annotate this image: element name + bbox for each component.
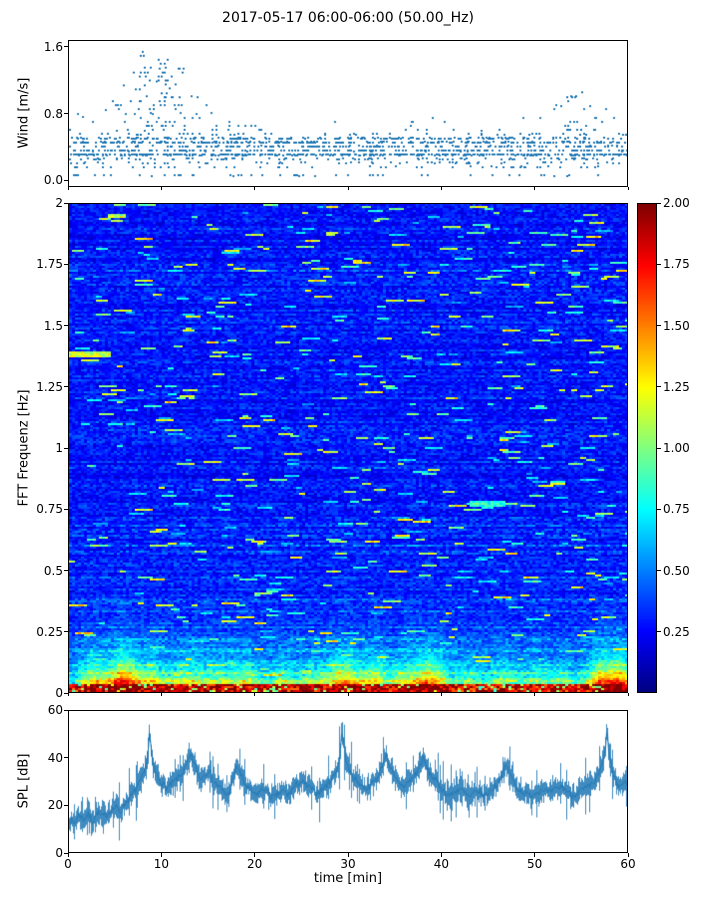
colorbar-tick-label: 1.50 [663, 318, 690, 333]
colorbar-tick-mark [657, 386, 661, 388]
colorbar-tick-label: 1.75 [663, 257, 690, 272]
x-tick-mark [160, 853, 162, 857]
spectrogram-plot [68, 203, 628, 693]
x-tick-mark [440, 693, 442, 696]
wind-ytick-label: 0.8 [43, 106, 63, 121]
colorbar-tick-mark [657, 631, 661, 633]
x-tick-mark [67, 853, 69, 857]
spl-ytick-label: 0 [55, 846, 63, 860]
spl-line-plot [68, 710, 628, 853]
fft-ytick-label: 2 [55, 196, 63, 210]
spectrogram-canvas [69, 204, 627, 692]
spl-ytick-label: 60 [47, 703, 63, 717]
x-tick-mark [627, 693, 629, 696]
spl-ytick-mark [64, 852, 68, 854]
spl-ytick-mark [64, 804, 68, 806]
colorbar-tick-mark [657, 447, 661, 449]
colorbar-tick-label: 0.25 [663, 624, 690, 639]
x-tick-mark [347, 187, 349, 190]
colorbar-tick-mark [657, 508, 661, 510]
x-tick-mark [67, 187, 69, 190]
colorbar-tick-mark [657, 325, 661, 326]
fft-ytick-mark [64, 692, 68, 694]
x-tick-label: 30 [340, 857, 356, 871]
x-tick-mark [627, 853, 629, 857]
fft-ytick-label: 0.75 [36, 502, 63, 517]
fft-ytick-label: 1.5 [43, 318, 63, 333]
wind-scatter-plot [68, 40, 628, 187]
wind-ytick-label: 1.6 [43, 39, 63, 54]
x-tick-mark [627, 187, 629, 190]
wind-ytick-mark [64, 179, 68, 181]
x-tick-mark [254, 187, 256, 190]
colorbar-canvas [638, 204, 656, 692]
colorbar-tick-label: 2.00 [663, 196, 690, 210]
fft-ytick-label: 0.25 [36, 624, 63, 639]
colorbar-tick-label: 0.75 [663, 502, 690, 517]
x-tick-mark [67, 693, 69, 696]
spl-ytick-mark [64, 757, 68, 759]
wind-scatter-canvas [69, 41, 627, 186]
x-tick-mark [160, 693, 162, 696]
x-tick-mark [534, 853, 536, 857]
x-tick-mark [534, 693, 536, 696]
fft-ytick-label: 1 [55, 441, 63, 455]
x-tick-mark [440, 853, 442, 857]
x-tick-label: 50 [527, 857, 543, 871]
fft-ytick-mark [64, 508, 68, 510]
fft-ytick-label: 0.5 [43, 563, 63, 578]
spl-ytick-label: 20 [47, 798, 63, 813]
fft-ytick-label: 1.75 [36, 257, 63, 272]
x-tick-mark [254, 853, 256, 857]
colorbar-tick-label: 1.00 [663, 441, 690, 455]
fft-ytick-mark [64, 386, 68, 388]
colorbar-tick-mark [657, 570, 661, 571]
colorbar-tick-mark [657, 202, 661, 204]
colorbar-tick-mark [657, 263, 661, 265]
fft-ytick-label: 1.25 [36, 379, 63, 394]
x-tick-mark [254, 693, 256, 696]
x-tick-mark [440, 187, 442, 190]
wind-ytick-mark [64, 113, 68, 114]
spl-ytick-mark [64, 709, 68, 711]
x-tick-label: 0 [64, 857, 72, 871]
x-tick-mark [160, 187, 162, 190]
fft-ytick-label: 0 [55, 686, 63, 700]
colorbar-tick-label: 0.50 [663, 563, 690, 578]
colorbar-tick-label: 1.25 [663, 379, 690, 394]
wind-ytick-label: 0.0 [43, 173, 63, 188]
x-tick-label: 40 [433, 857, 449, 871]
chart-title: 2017-05-17 06:00-06:00 (50.00_Hz) [222, 10, 474, 26]
fft-ytick-mark [64, 570, 68, 571]
fft-ytick-mark [64, 263, 68, 265]
fft-ytick-mark [64, 631, 68, 633]
x-tick-label: 20 [247, 857, 263, 871]
fft-ytick-mark [64, 202, 68, 204]
x-tick-label: 10 [153, 857, 169, 871]
time-x-axis-label: time [min] [313, 871, 383, 886]
colorbar [637, 203, 657, 693]
spl-line-canvas [69, 711, 627, 852]
fft-ytick-mark [64, 447, 68, 449]
wind-ytick-mark [64, 46, 68, 48]
x-tick-mark [347, 853, 349, 857]
x-tick-mark [534, 187, 536, 190]
spl-ytick-label: 40 [47, 750, 63, 765]
x-tick-label: 60 [620, 857, 636, 871]
x-tick-mark [347, 693, 349, 696]
fft-ytick-mark [64, 325, 68, 326]
